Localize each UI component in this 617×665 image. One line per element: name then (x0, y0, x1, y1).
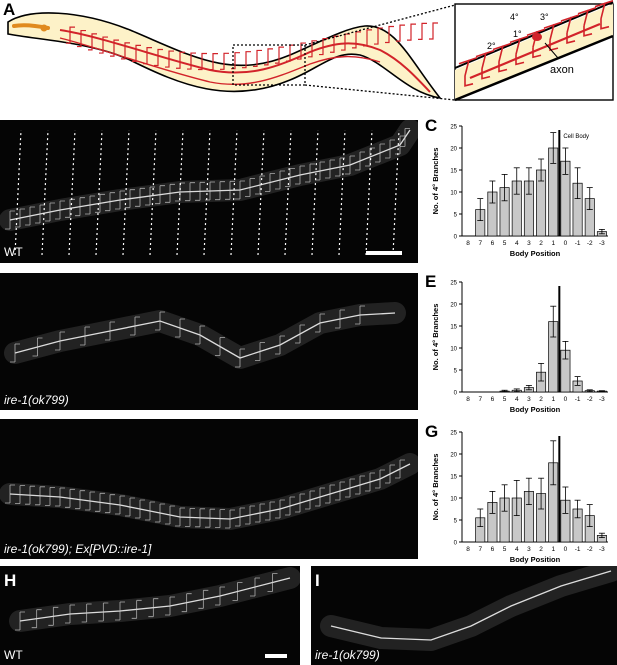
x-tick-label: -3 (599, 396, 605, 403)
x-tick-label: 7 (478, 546, 482, 553)
micrograph-b: WT (0, 120, 418, 263)
scale-bar (366, 251, 402, 255)
x-tick-label: 6 (491, 546, 495, 553)
label-1st: 1° (513, 29, 522, 39)
x-tick-label: 2 (539, 396, 543, 403)
menorah-branches (66, 22, 438, 71)
zoom-line-top (304, 4, 456, 46)
x-tick-label: -3 (599, 240, 605, 247)
y-tick-label: 5 (454, 213, 458, 219)
y-tick-label: 25 (450, 125, 457, 131)
x-tick-label: 3 (527, 546, 531, 553)
inset-cuticle-bottom (454, 34, 614, 102)
x-tick-label: 6 (491, 396, 495, 403)
y-tick-label: 0 (454, 541, 458, 547)
y-tick-label: 20 (450, 303, 457, 309)
x-tick-label: 5 (503, 546, 507, 553)
y-tick-label: 10 (450, 497, 457, 503)
x-tick-label: 6 (491, 240, 495, 247)
x-tick-label: 8 (466, 240, 470, 247)
worm-body (7, 12, 442, 100)
axon-pointer (544, 42, 559, 59)
x-tick-label: 1 (551, 546, 555, 553)
y-tick-label: 25 (450, 281, 457, 287)
y-tick-label: 25 (450, 431, 457, 437)
x-tick-label: -2 (587, 546, 593, 553)
x-tick-label: -2 (587, 240, 593, 247)
x-tick-label: 0 (564, 396, 568, 403)
x-tick-label: 3 (527, 396, 531, 403)
x-tick-label: -1 (575, 240, 581, 247)
x-tick-label: 4 (515, 240, 519, 247)
x-tick-label: 4 (515, 546, 519, 553)
x-tick-label: 3 (527, 240, 531, 247)
caption-h: WT (4, 648, 23, 662)
x-tick-label: 2 (539, 240, 543, 247)
label-2nd: 2° (487, 41, 496, 51)
pharynx-bulb (40, 24, 48, 32)
secondary-dendrite (59, 37, 381, 86)
worm-schematic: 4° 3° 2° 1° axon (7, 0, 614, 102)
y-tick-label: 10 (450, 191, 457, 197)
panel-label-a: A (3, 0, 16, 19)
x-tick-label: 0 (564, 546, 568, 553)
x-tick-label: 7 (478, 240, 482, 247)
x-tick-label: -3 (599, 546, 605, 553)
x-tick-label: 1 (551, 240, 555, 247)
x-tick-label: -2 (587, 396, 593, 403)
y-tick-label: 5 (454, 369, 458, 375)
y-axis-label: No. of 4° Branches (431, 304, 440, 371)
zoom-region (232, 44, 306, 86)
main-dendrite (59, 29, 431, 93)
micrograph-i: I ire-1(ok799) (311, 566, 617, 665)
y-tick-label: 15 (450, 325, 457, 331)
x-axis-label: Body Position (510, 405, 561, 414)
x-tick-label: 5 (503, 396, 507, 403)
x-tick-label: -1 (575, 396, 581, 403)
caption-b: WT (4, 245, 23, 259)
y-tick-label: 10 (450, 347, 457, 353)
x-tick-label: 7 (478, 396, 482, 403)
y-tick-label: 5 (454, 519, 458, 525)
y-tick-label: 20 (450, 453, 457, 459)
panel-label-g: G (425, 422, 439, 441)
y-tick-label: 20 (450, 147, 457, 153)
x-tick-label: 5 (503, 240, 507, 247)
y-tick-label: 0 (454, 235, 458, 241)
x-tick-label: 0 (564, 240, 568, 247)
x-tick-label: -1 (575, 546, 581, 553)
panel-label-e: E (425, 272, 437, 291)
y-tick-label: 0 (454, 391, 458, 397)
micrograph-h: H WT (0, 566, 300, 665)
y-tick-label: 15 (450, 169, 457, 175)
x-axis-label: Body Position (510, 555, 561, 564)
x-tick-label: 8 (466, 396, 470, 403)
caption-i: ire-1(ok799) (315, 648, 380, 662)
panel-label-i: I (315, 571, 320, 590)
panel-label-h: H (4, 571, 17, 590)
panel-label-c: C (425, 116, 438, 135)
y-tick-label: 15 (450, 475, 457, 481)
y-axis-label: No. of 4° Branches (431, 148, 440, 215)
label-axon: axon (550, 64, 574, 76)
caption-d: ire-1(ok799) (4, 393, 69, 407)
cell-body (532, 33, 542, 41)
scale-bar-h (265, 654, 287, 658)
x-tick-label: 2 (539, 546, 543, 553)
x-tick-label: 4 (515, 396, 519, 403)
zoom-line-bottom (304, 84, 456, 101)
label-3rd: 3° (540, 12, 549, 22)
label-4th: 4° (510, 12, 519, 22)
cell-body-annotation: Cell Body (563, 134, 589, 140)
micrograph-f: ire-1(ok799); Ex[PVD::ire-1] (0, 419, 418, 559)
caption-f: ire-1(ok799); Ex[PVD::ire-1] (4, 542, 152, 556)
y-axis-label: No. of 4° Branches (431, 454, 440, 521)
x-axis-label: Body Position (510, 249, 561, 258)
x-tick-label: 8 (466, 546, 470, 553)
x-tick-label: 1 (551, 396, 555, 403)
micrograph-d: ire-1(ok799) (0, 273, 418, 410)
